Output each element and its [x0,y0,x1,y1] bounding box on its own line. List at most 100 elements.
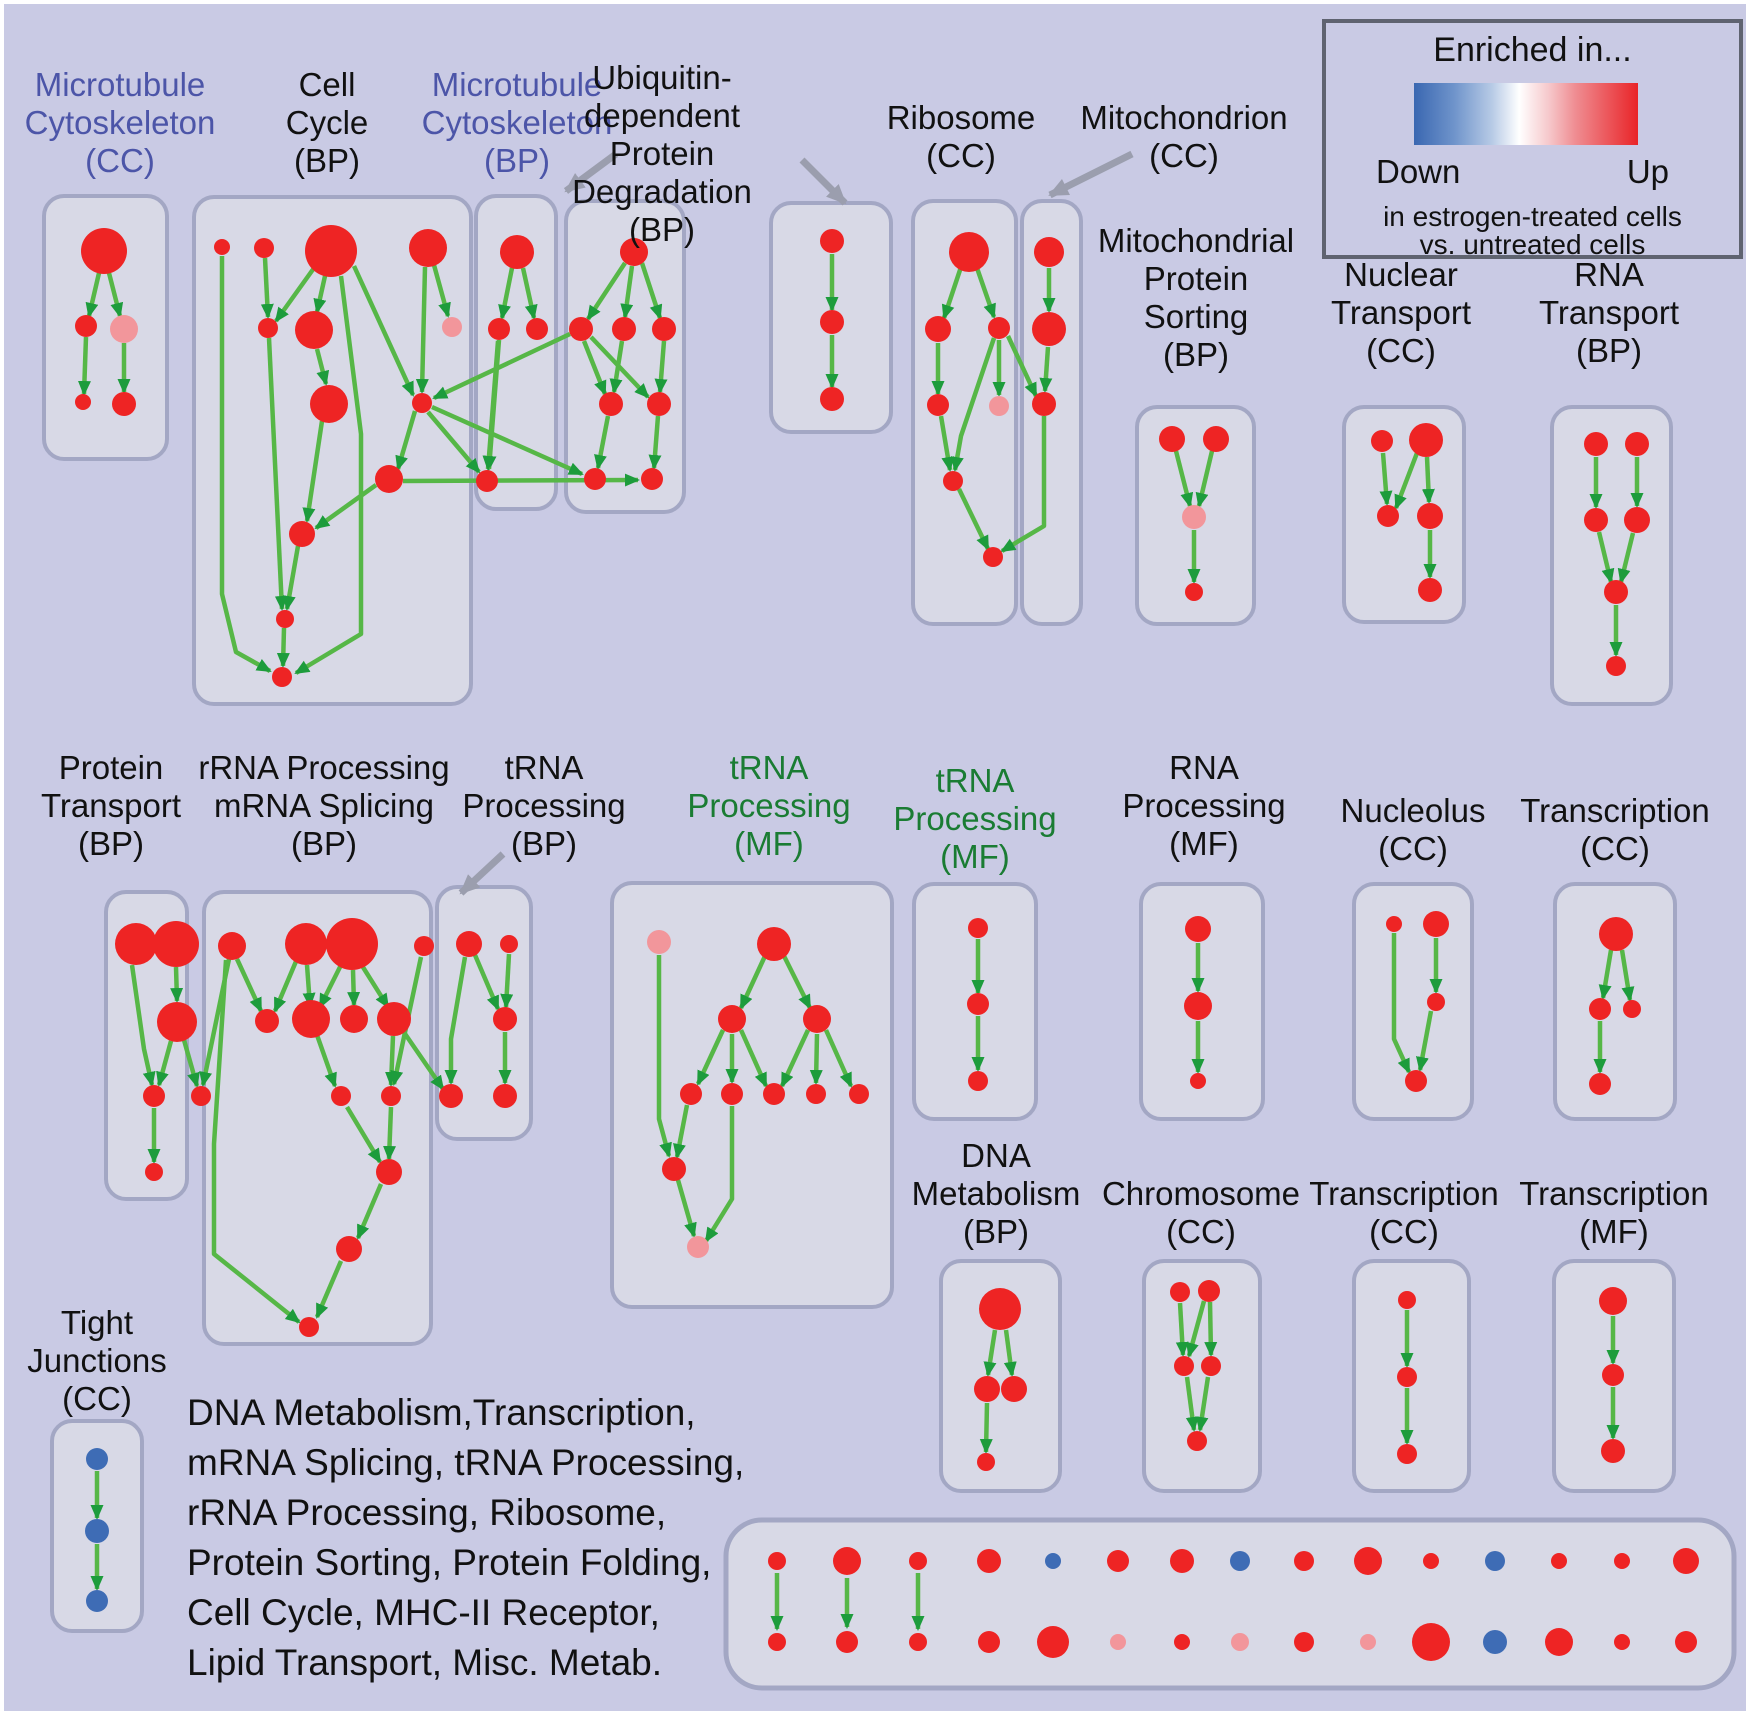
strip-node-bottom [1360,1634,1376,1650]
go-term-node-ubiquitin-degradation [652,317,676,341]
go-edge-microtubule-bp [498,267,515,320]
cluster-label-ribosome: Ribosome (CC) [886,99,1036,174]
go-term-node-nucleolus [1386,916,1402,932]
go-term-node-nucleolus [1405,1070,1427,1092]
go-term-node-rna-transport [1625,432,1649,456]
go-edge-trna-processing-bp [500,953,514,1009]
go-edge-ubiquitin-degradation [639,262,663,320]
go-edge-microtubule-cc [85,272,102,318]
go-term-node-ubiquitin-chain [820,387,844,411]
go-term-node-mitochondrion [1032,312,1066,346]
cluster-label-cell-cycle: Cell Cycle (BP) [285,66,369,179]
go-term-node-nuclear-transport [1377,505,1399,527]
go-term-node-ubiquitin-chain [820,310,844,334]
go-term-node-trna-processing-mf-2 [968,1071,988,1091]
go-term-node-ubiquitin-chain [820,229,844,253]
strip-node-bottom [836,1631,858,1653]
go-edge-cell-cycle [282,545,301,611]
go-edge-chromosome [1184,1376,1199,1432]
go-term-node-rrna-processing-mrna-splicing [376,1159,402,1185]
go-term-node-ribosome [925,316,951,342]
strip-node-top [833,1547,861,1575]
go-edge-ribosome [941,266,964,320]
go-cross-edge [399,1026,445,1091]
go-term-node-trna-processing-mf-large [849,1084,869,1104]
go-edge-rrna-processing-mrna-splicing [272,958,300,1013]
go-edge-chromosome [1204,1301,1218,1357]
go-term-node-microtubule-cc [112,392,136,416]
cluster-label-trna-processing-mf-2: tRNA Processing (MF) [893,762,1057,875]
go-term-node-trna-processing-mf-large [718,1005,746,1033]
go-term-node-microtubule-bp [488,318,510,340]
go-edge-rrna-processing-mrna-splicing [345,1105,382,1164]
go-edge-chromosome [1195,1376,1211,1432]
cluster-label-microtubule-bp: Microtubule Cytoskeleton (BP) [421,66,613,179]
go-edge-rrna-processing-mrna-splicing [302,964,316,1008]
strip-node-top [1614,1553,1630,1569]
strip-node-bottom [1412,1623,1450,1661]
go-term-node-ribosome [983,547,1003,567]
go-edge-protein-transport [156,1040,174,1087]
go-edge-rrna-processing-mrna-splicing [383,1106,396,1161]
strip-node-top [1354,1547,1382,1575]
go-term-node-trna-processing-bp [439,1084,463,1108]
go-term-node-cell-cycle [289,521,315,547]
go-edge-trna-processing-mf-large [779,1029,811,1088]
legend-title: Enriched in... [1433,31,1632,69]
go-term-node-transcription-cc-row3 [1397,1367,1417,1387]
go-term-node-tight-junctions [86,1448,108,1470]
go-edge-trna-processing-mf-large [704,1106,735,1243]
go-term-node-trna-processing-mf-2 [968,918,988,938]
go-edge-cell-cycle [276,627,290,668]
go-term-node-nuclear-transport [1418,578,1442,602]
cluster-label-transcription-cc-row2: Transcription (CC) [1520,792,1710,867]
go-term-node-microtubule-cc [75,315,97,337]
go-term-node-ribosome [927,394,949,416]
go-edge-ubiquitin-degradation [581,340,608,396]
go-term-node-cell-cycle [305,225,357,277]
cluster-box-microtubule-bp [474,194,558,511]
go-term-node-trna-processing-mf-large [806,1084,826,1104]
go-term-node-trna-processing-mf-large [763,1083,785,1105]
go-cross-edge [426,410,481,474]
go-edge-rrna-processing-mrna-splicing [317,961,345,1009]
strip-node-top [977,1549,1001,1573]
go-term-node-trna-processing-mf-large [662,1157,686,1181]
cluster-label-nucleolus: Nucleolus (CC) [1340,792,1486,867]
go-term-node-rna-processing-mf [1184,992,1212,1020]
go-edge-cell-cycle [314,348,330,386]
go-term-node-ubiquitin-degradation [612,317,636,341]
cluster-label-rna-transport: RNA Transport (BP) [1539,256,1679,369]
go-term-node-dna-metabolism [974,1376,1000,1402]
go-term-node-protein-transport [115,923,157,965]
go-term-node-chromosome [1201,1356,1221,1376]
go-edge-rrna-processing-mrna-splicing [359,962,390,1009]
go-term-node-chromosome [1187,1431,1207,1451]
go-edge-trna-processing-mf-large [781,954,813,1010]
go-term-node-cell-cycle [310,385,348,423]
go-term-node-ribosome [949,232,989,272]
cluster-label-trna-processing-bp: tRNA Processing (BP) [462,749,626,862]
strip-node-bottom [1110,1634,1126,1650]
cluster-box-nucleolus [1352,882,1474,1121]
go-edge-rrna-processing-mrna-splicing [211,959,301,1324]
go-edge-microtubule-cc [77,336,91,396]
go-term-node-microtubule-bp [500,235,534,269]
go-term-node-rna-processing-mf [1185,916,1211,942]
go-edge-dna-metabolism [979,1402,993,1454]
go-term-node-dna-metabolism [977,1453,995,1471]
go-cross-edge [1000,416,1047,553]
strip-node-top [1107,1550,1129,1572]
strip-node-top [1170,1549,1194,1573]
cluster-label-rna-processing-mf: RNA Processing (MF) [1122,749,1286,862]
ubiquitin-right-pointer-arrow-icon [799,157,848,206]
go-edge-cell-cycle [274,266,316,323]
strip-node-top [768,1552,786,1570]
go-term-node-protein-transport [145,1163,163,1181]
go-edge-cell-cycle [415,266,429,394]
go-term-node-transcription-cc-row3 [1398,1291,1416,1309]
go-term-node-mitochondrion [1034,237,1064,267]
go-term-node-rna-transport [1584,432,1608,456]
cluster-label-dna-metabolism: DNA Metabolism (BP) [911,1137,1081,1250]
go-term-node-nuclear-transport [1417,503,1443,529]
